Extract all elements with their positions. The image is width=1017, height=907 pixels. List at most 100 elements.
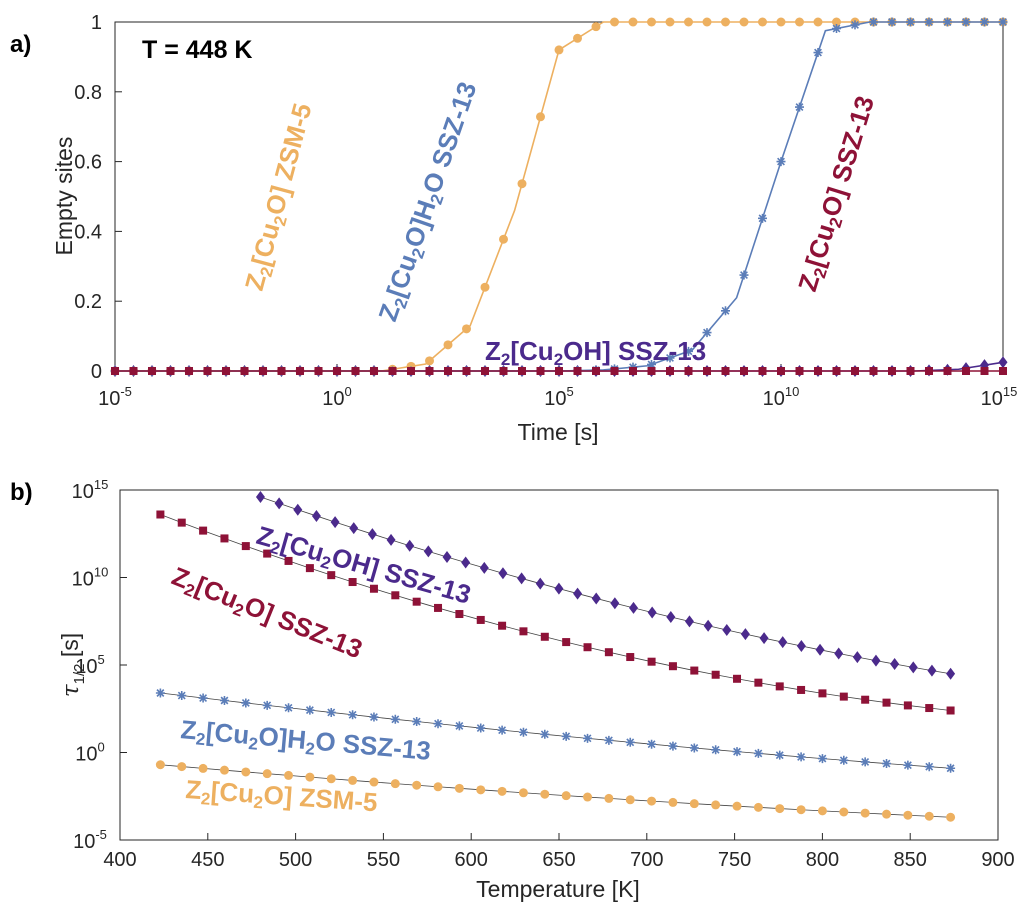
panel-a-marker <box>999 367 1007 375</box>
panel-b-x-tick-label: 600 <box>455 849 488 871</box>
panel-a-marker <box>499 234 508 244</box>
panel-b-ylabel: τ1/2 [s] <box>57 633 88 697</box>
panel-b-marker <box>817 754 827 764</box>
panel-a-marker <box>573 33 582 43</box>
panel-a-marker <box>148 367 156 375</box>
panel-b-marker <box>689 743 699 753</box>
panel-b-marker <box>390 714 400 724</box>
panel-a-marker <box>444 367 452 375</box>
panel-a-marker <box>647 17 656 27</box>
panel-a-marker <box>573 367 582 375</box>
panel-a-marker <box>777 367 785 375</box>
panel-b-x-tick-label: 650 <box>542 849 575 871</box>
panel-b-marker <box>391 591 400 600</box>
panel-b-marker <box>839 755 849 765</box>
panel-a-y-tick-label: 1 <box>91 12 102 34</box>
panel-a-xlabel: Time [s] <box>518 419 599 445</box>
panel-a-marker <box>925 367 933 375</box>
panel-b-series-1 <box>156 510 955 715</box>
panel-b-marker <box>668 797 678 807</box>
panel-a-marker <box>832 24 841 34</box>
panel-b-marker <box>903 810 913 820</box>
panel-a-marker <box>962 367 970 375</box>
panel-b-x-tick-label: 500 <box>279 849 312 871</box>
panel-a-marker <box>647 359 656 369</box>
panel-b-marker <box>647 796 657 806</box>
panel-b-marker <box>177 518 186 527</box>
panel-b-marker <box>924 762 934 772</box>
panel-a-series-2 <box>111 367 1007 375</box>
panel-a-series-1 <box>110 17 1008 376</box>
panel-a-marker <box>813 17 823 27</box>
panel-a-marker <box>443 340 453 350</box>
panel-a-series <box>110 17 1008 377</box>
panel-b-marker <box>349 522 359 535</box>
panel-b-marker <box>498 621 507 630</box>
panel-a-marker <box>813 48 823 58</box>
panel-b-marker <box>262 700 272 710</box>
panel-b-y-tick-label: 10-5 <box>73 827 107 853</box>
panel-b-marker <box>412 597 421 606</box>
panel-b-marker <box>305 772 315 782</box>
panel-b-marker <box>241 542 250 551</box>
panel-b-marker <box>348 578 357 587</box>
panel-a-marker <box>370 367 378 375</box>
panel-a-series-labels: Z2[Cu2O] ZSM-5 Z2[Cu2O]H2O SSZ-13 Z2[Cu2O]… <box>239 78 880 369</box>
panel-a-marker <box>795 102 804 112</box>
panel-a: a) 10-5 100 105 1010 1015 0 0.2 0.4 0.6 0.8 1 T = … <box>10 12 1017 445</box>
panel-b-marker <box>177 691 187 701</box>
panel-a-marker <box>980 367 989 375</box>
panel-b-marker <box>946 667 956 680</box>
panel-b-marker <box>219 765 229 775</box>
panel-a-marker <box>888 367 896 375</box>
panel-a-marker <box>388 367 397 375</box>
panel-a-marker <box>462 324 471 334</box>
panel-a-marker <box>795 17 804 27</box>
panel-a-label-cu2oh-ssz13: Z2[Cu2OH] SSZ-13 <box>485 336 706 369</box>
panel-b-y-tick-label: 1010 <box>72 565 109 591</box>
panel-b-marker <box>882 698 891 707</box>
panel-b-marker <box>305 564 314 573</box>
panel-b-marker <box>199 526 208 535</box>
panel-a-marker <box>684 346 693 356</box>
panel-b-marker <box>860 757 870 767</box>
panel-a-label-zsm5: Z2[Cu2O] ZSM-5 <box>239 100 321 294</box>
panel-b-marker <box>778 636 788 649</box>
panel-a-marker <box>296 367 304 375</box>
panel-b-marker <box>759 632 769 645</box>
panel-b-marker <box>198 763 208 773</box>
panel-b-series-0 <box>255 491 956 680</box>
panel-b-label: b) <box>10 479 33 506</box>
panel-a-marker <box>869 367 878 375</box>
panel-a-marker <box>943 17 952 27</box>
panel-b-marker <box>369 712 379 722</box>
panel-b-marker <box>433 782 443 792</box>
panel-b-marker <box>241 698 251 708</box>
panel-b-marker <box>348 775 358 785</box>
panel-b-marker <box>861 695 870 704</box>
panel-b-marker <box>263 549 272 558</box>
panel-a-marker <box>739 270 749 280</box>
panel-a-marker <box>758 17 767 27</box>
panel-a-marker <box>629 367 637 375</box>
panel-b-marker <box>871 654 881 667</box>
panel-b-marker <box>326 774 336 784</box>
panel-b-marker <box>647 606 657 619</box>
panel-a-marker <box>407 367 415 375</box>
panel-b-ylabel-symbol: τ <box>58 683 84 697</box>
panel-b-marker <box>946 706 955 715</box>
panel-a-marker <box>536 112 545 122</box>
panel-a-series-0 <box>110 17 1008 376</box>
panel-a-marker <box>111 367 119 375</box>
panel-a-marker <box>277 367 286 375</box>
panel-b-marker <box>722 623 732 636</box>
panel-b-marker <box>753 748 763 758</box>
panel-b-marker <box>412 780 422 790</box>
panel-b-x-tick-label: 550 <box>367 849 400 871</box>
panel-a-marker <box>628 17 638 27</box>
panel-b-marker <box>517 572 527 585</box>
panel-b-marker <box>284 770 294 780</box>
panel-a-marker <box>702 328 712 338</box>
panel-a-marker <box>555 367 563 375</box>
panel-b-marker <box>274 497 284 510</box>
